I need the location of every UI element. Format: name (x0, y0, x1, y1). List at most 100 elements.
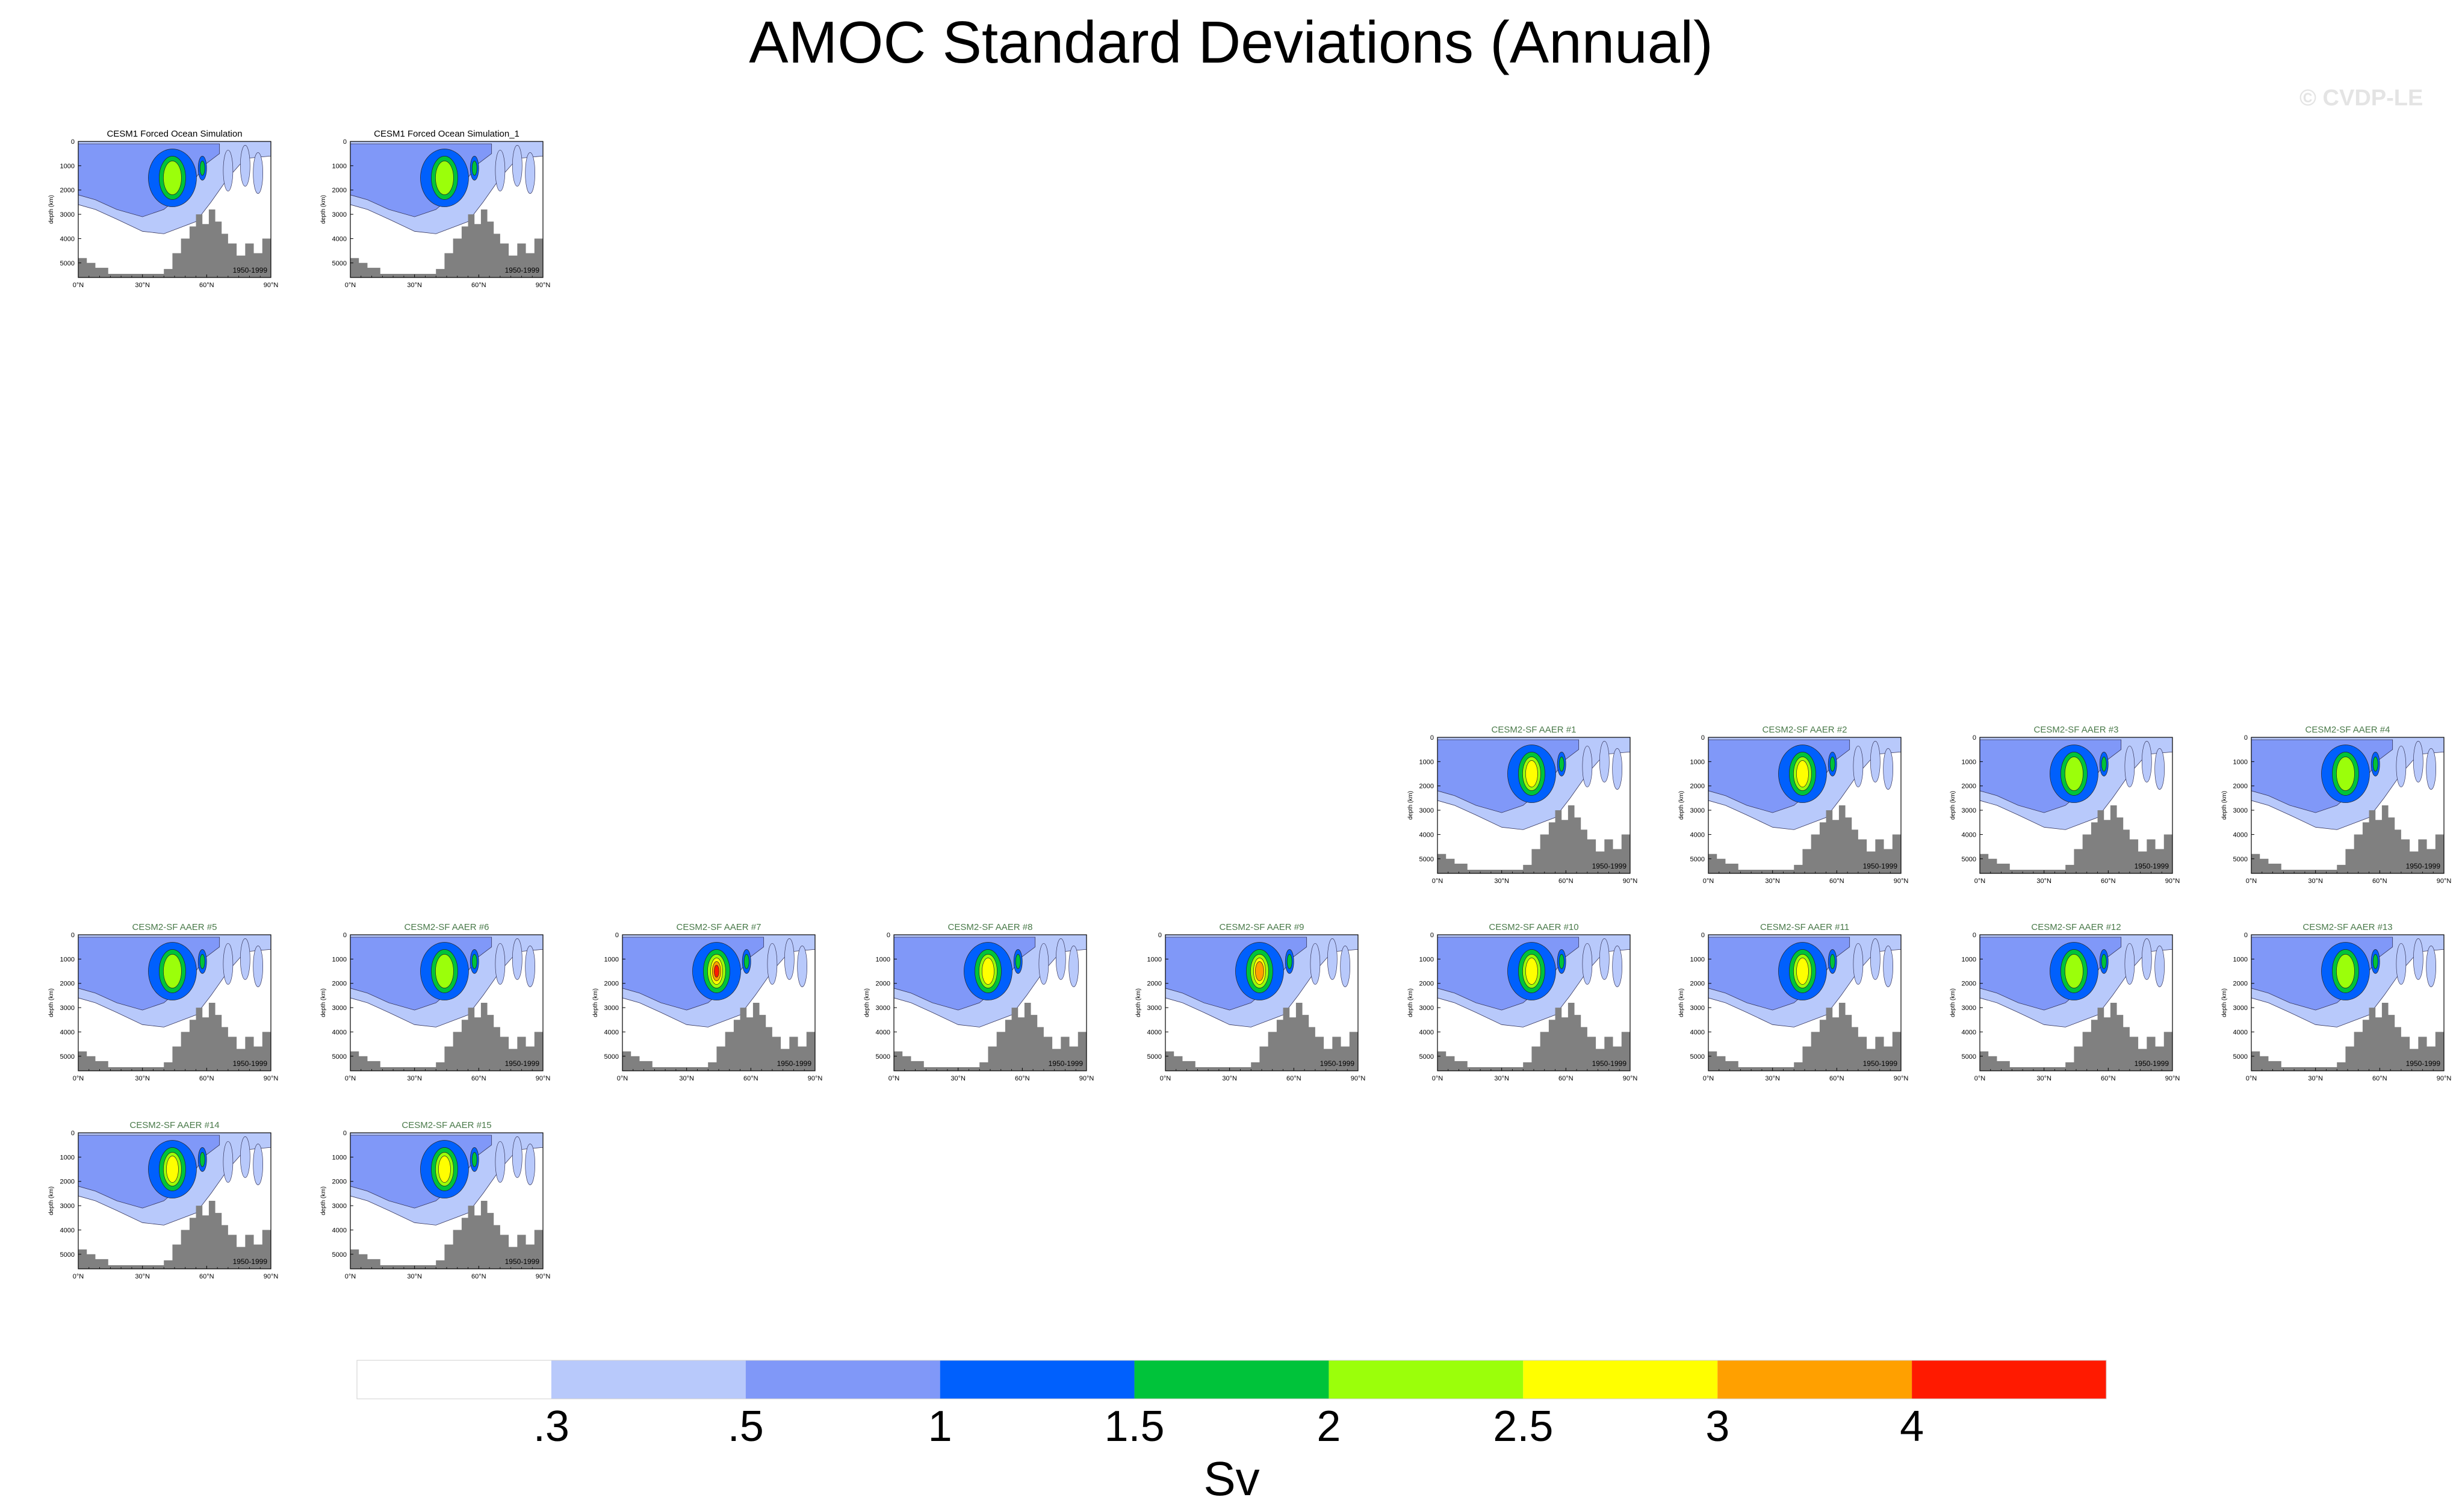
contour-streak (223, 943, 234, 985)
y-tick-label: 5000 (60, 1251, 75, 1259)
y-axis-label: depth (km) (48, 195, 55, 224)
y-tick-label: 2000 (60, 981, 75, 988)
x-tick-label: 90°N (1079, 1075, 1094, 1082)
contour-streak (240, 145, 250, 187)
x-tick-label: 30°N (2308, 1075, 2323, 1082)
y-tick-label: 1000 (2233, 956, 2248, 963)
y-axis-label: depth (km) (1407, 988, 1414, 1017)
y-tick-label: 1000 (1690, 758, 1705, 766)
colorbar-swatch (1329, 1360, 1524, 1399)
amoc-panel: CESM2-SF AAER #14 0 1000 2000 3000 4000 5000 de… (42, 1115, 283, 1295)
y-tick-label: 3000 (1147, 1005, 1162, 1012)
y-tick-label: 3000 (332, 211, 347, 218)
y-tick-label: 0 (1430, 734, 1434, 742)
period-label: 1950-1999 (505, 1059, 540, 1068)
x-tick-label: 60°N (1558, 878, 1574, 885)
x-tick-label: 60°N (1829, 878, 1844, 885)
amoc-panel: CESM2-SF AAER #11 0 1000 2000 3000 4000 5000 de… (1672, 917, 1913, 1097)
colorbar-swatch (940, 1360, 1135, 1399)
colorbar-swatch (551, 1360, 746, 1399)
period-label: 1950-1999 (1049, 1059, 1084, 1068)
amoc-panel: CESM2-SF AAER #9 0 1000 2000 3000 4000 5000 dep… (1129, 917, 1370, 1097)
contour-streak (1599, 741, 1610, 782)
amoc-panel: CESM2-SF AAER #7 0 1000 2000 3000 4000 5000 dep… (586, 917, 827, 1097)
contour-streak (2154, 748, 2165, 790)
contour-streak (525, 152, 536, 194)
x-tick-label: 60°N (1829, 1075, 1844, 1082)
y-tick-label: 3000 (1690, 807, 1705, 814)
x-tick-label: 0°N (345, 1273, 356, 1280)
amoc-panel: CESM2-SF AAER #6 0 1000 2000 3000 4000 5000 dep… (314, 917, 555, 1097)
y-tick-label: 4000 (1962, 1029, 1976, 1036)
land-mask (78, 1003, 271, 1071)
y-tick-label: 3000 (2233, 807, 2248, 814)
y-tick-label: 4000 (604, 1029, 619, 1036)
amoc-panel: CESM2-SF AAER #4 0 1000 2000 3000 4000 5000 dep… (2215, 719, 2456, 900)
x-tick-label: 60°N (2372, 1075, 2387, 1082)
land-mask (1165, 1003, 1358, 1071)
y-axis-label: depth (km) (864, 988, 870, 1017)
land-mask (2251, 805, 2444, 873)
contour-streak (240, 938, 250, 980)
panel-plot: CESM2-SF AAER #6 0 1000 2000 3000 4000 5000 dep… (320, 922, 550, 1082)
x-tick-label: 0°N (1432, 1075, 1443, 1082)
contour-secondary-core (743, 954, 749, 969)
x-tick-label: 0°N (1974, 1075, 1986, 1082)
contour-level-5 (435, 954, 454, 988)
land-mask (622, 1003, 815, 1071)
y-tick-label: 5000 (1962, 856, 1976, 863)
x-tick-label: 90°N (1623, 1075, 1638, 1082)
panel-title: CESM2-SF AAER #8 (948, 922, 1033, 932)
colorbar-tick-label: 3 (1705, 1402, 1729, 1451)
period-label: 1950-1999 (1320, 1059, 1355, 1068)
y-tick-label: 0 (343, 138, 347, 146)
y-tick-label: 3000 (1962, 807, 1976, 814)
y-tick-label: 2000 (1690, 783, 1705, 790)
x-tick-label: 60°N (199, 1273, 214, 1280)
x-tick-label: 0°N (1703, 878, 1714, 885)
contour-level-6 (1525, 760, 1538, 787)
y-axis-label: depth (km) (320, 1186, 327, 1215)
y-tick-label: 3000 (332, 1005, 347, 1012)
contour-level-5 (163, 161, 182, 195)
y-tick-label: 1000 (1419, 956, 1434, 963)
contour-streak (223, 150, 234, 191)
x-tick-label: 90°N (264, 1273, 279, 1280)
panel-plot: CESM1 Forced Ocean Simulation 0 1000 2000 30… (48, 129, 278, 289)
period-label: 1950-1999 (233, 1059, 268, 1068)
colorbar-swatch (1717, 1360, 1912, 1399)
contour-streak (1883, 946, 1894, 987)
y-tick-label: 4000 (332, 1227, 347, 1234)
land-mask (1437, 1003, 1630, 1071)
y-tick-label: 2000 (2233, 981, 2248, 988)
panel-plot: CESM2-SF AAER #3 0 1000 2000 3000 4000 5000 dep… (1950, 725, 2180, 885)
period-label: 1950-1999 (2406, 862, 2441, 870)
contour-secondary-core (471, 1152, 477, 1167)
y-tick-label: 4000 (1419, 831, 1434, 838)
panel-plot: CESM2-SF AAER #12 0 1000 2000 3000 4000 5000 de… (1950, 922, 2180, 1082)
contour-level-5 (163, 954, 182, 988)
x-tick-label: 60°N (743, 1075, 758, 1082)
y-tick-label: 1000 (60, 1154, 75, 1161)
y-tick-label: 1000 (1419, 758, 1434, 766)
y-tick-label: 5000 (60, 1053, 75, 1061)
panel-plot: CESM2-SF AAER #9 0 1000 2000 3000 4000 5000 dep… (1135, 922, 1365, 1082)
y-tick-label: 3000 (60, 1005, 75, 1012)
x-tick-label: 30°N (1494, 1075, 1509, 1082)
amoc-panel: CESM2-SF AAER #8 0 1000 2000 3000 4000 5000 dep… (858, 917, 1099, 1097)
y-tick-label: 1000 (332, 1154, 347, 1161)
land-mask (894, 1003, 1087, 1071)
y-tick-label: 5000 (2233, 856, 2248, 863)
x-tick-label: 0°N (2246, 1075, 2257, 1082)
contour-level-7 (1255, 961, 1264, 981)
y-tick-label: 4000 (60, 1029, 75, 1036)
contour-streak (1055, 938, 1066, 980)
panel-title: CESM2-SF AAER #11 (1760, 922, 1849, 932)
y-tick-label: 2000 (60, 187, 75, 194)
y-tick-label: 3000 (60, 211, 75, 218)
panel-plot: CESM2-SF AAER #15 0 1000 2000 3000 4000 5000 de… (320, 1120, 550, 1280)
y-tick-label: 1000 (1147, 956, 1162, 963)
contour-level-5 (435, 161, 454, 195)
amoc-panel: CESM2-SF AAER #2 0 1000 2000 3000 4000 5000 dep… (1672, 719, 1913, 900)
